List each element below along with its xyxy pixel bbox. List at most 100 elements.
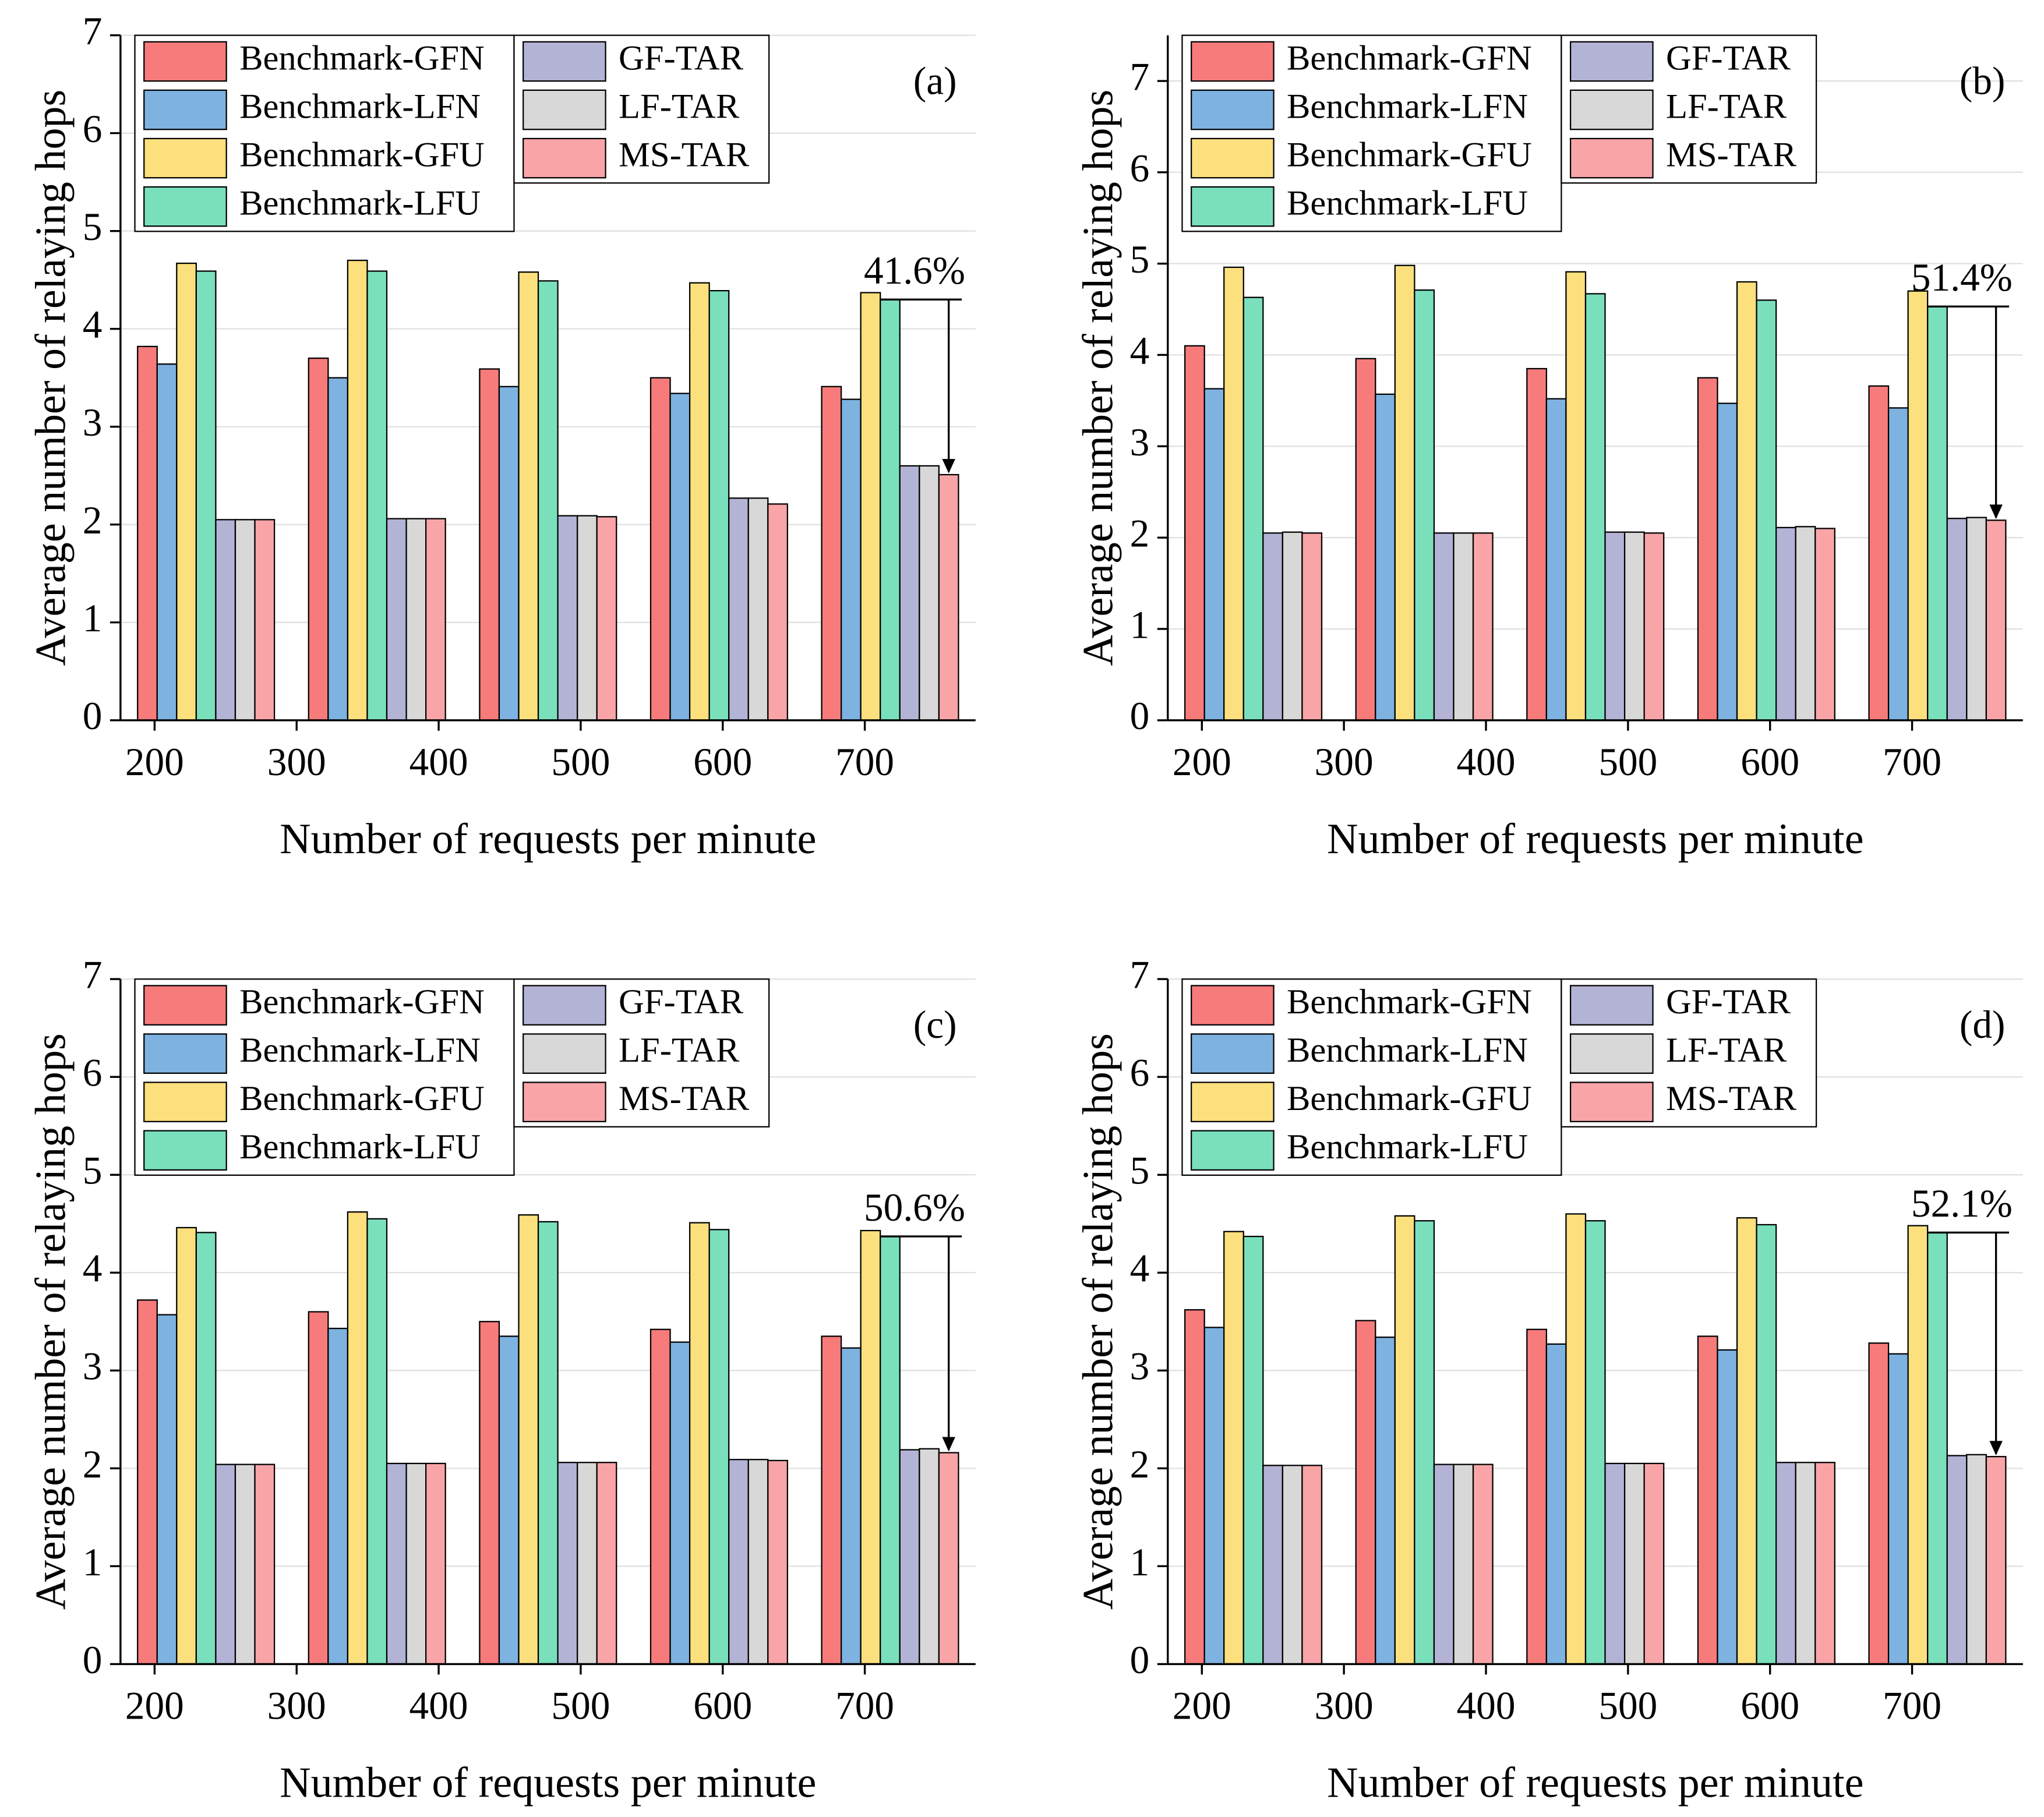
bar xyxy=(479,1321,500,1665)
chart-panel: 0 1 2 3 4 5 6 7 200 300 400 500 600 700 Number of requ… xyxy=(27,953,976,1807)
legend-label: Benchmark-GFN xyxy=(239,38,485,77)
chart-panel: 0 1 2 3 4 5 6 7 200 300 400 500 600 700 Number of requ… xyxy=(27,9,976,863)
bar xyxy=(518,1214,539,1665)
bar xyxy=(1946,1455,1968,1665)
legend-swatch xyxy=(143,1033,227,1074)
bar xyxy=(1565,1213,1587,1665)
bar xyxy=(1643,1462,1665,1665)
bar xyxy=(347,259,368,721)
legend-label: Benchmark-LFN xyxy=(1287,87,1528,126)
bar xyxy=(860,292,881,721)
bar xyxy=(899,1449,920,1665)
legend-label: Benchmark-GFU xyxy=(1287,1079,1532,1118)
bar xyxy=(498,1335,520,1665)
x-axis-title: Number of requests per minute xyxy=(1327,815,1863,863)
bar xyxy=(308,357,329,721)
bar xyxy=(1697,377,1718,721)
bar xyxy=(1223,1231,1244,1665)
y-tick-label: 0 xyxy=(1130,1638,1150,1682)
legend-swatch xyxy=(1191,1130,1275,1171)
bar xyxy=(1282,531,1303,721)
bar xyxy=(1946,518,1968,721)
legend-swatch xyxy=(1191,41,1275,82)
bar xyxy=(1526,1328,1547,1665)
bar xyxy=(1355,358,1376,721)
y-tick-label: 5 xyxy=(1130,1149,1150,1193)
x-tick-label: 200 xyxy=(1173,740,1231,784)
bar xyxy=(1927,1232,1948,1665)
x-tick-label: 300 xyxy=(267,1684,326,1727)
bar xyxy=(577,1462,598,1665)
y-axis-title: Average number of relaying hops xyxy=(1075,90,1122,666)
legend-swatch xyxy=(143,41,227,82)
legend-label: MS-TAR xyxy=(619,136,750,175)
legend-label: GF-TAR xyxy=(619,38,744,77)
bar xyxy=(1717,402,1738,721)
legend-swatch xyxy=(1191,137,1275,179)
bar xyxy=(1414,1220,1435,1665)
legend-swatch xyxy=(143,1130,227,1171)
bar xyxy=(557,515,578,721)
bar xyxy=(1301,1465,1323,1665)
bar xyxy=(1775,526,1796,721)
y-tick-label: 2 xyxy=(1130,512,1150,556)
bar xyxy=(1623,1462,1645,1665)
legend-label: GF-TAR xyxy=(619,982,744,1021)
y-tick-label: 2 xyxy=(83,499,103,542)
x-tick-label: 500 xyxy=(1598,740,1657,784)
y-tick-label: 0 xyxy=(83,694,103,738)
legend-label: Benchmark-GFU xyxy=(1287,136,1532,175)
y-tick-label: 5 xyxy=(1130,238,1150,281)
bar xyxy=(1584,1220,1606,1665)
bar xyxy=(1433,1464,1455,1665)
bar xyxy=(327,377,349,721)
arrow-head xyxy=(942,459,955,473)
legend-swatch xyxy=(1569,1033,1654,1074)
y-tick-label: 1 xyxy=(83,596,103,640)
bar xyxy=(1223,266,1244,721)
legend-label: Benchmark-LFN xyxy=(1287,1031,1528,1070)
legend-label: GF-TAR xyxy=(1666,982,1791,1021)
x-tick-label: 700 xyxy=(1883,740,1941,784)
bar xyxy=(728,497,749,721)
bar xyxy=(1203,388,1225,721)
bar xyxy=(1795,1462,1816,1665)
bar xyxy=(386,518,407,721)
bar xyxy=(425,518,446,721)
legend-swatch xyxy=(143,1081,227,1122)
y-tick-label: 5 xyxy=(83,1149,103,1193)
bar xyxy=(557,1462,578,1665)
x-tick-label: 600 xyxy=(693,740,752,784)
bar xyxy=(1927,306,1948,721)
bar xyxy=(137,345,158,721)
bar xyxy=(767,503,788,721)
bar xyxy=(308,1311,329,1665)
chart-panel: 0 1 2 3 4 5 6 7 200 300 400 500 600 700 Number of requ… xyxy=(1075,953,2023,1807)
bar xyxy=(1868,385,1890,721)
bar xyxy=(386,1462,407,1665)
x-tick-label: 500 xyxy=(551,1684,610,1727)
legend-swatch xyxy=(523,1081,606,1122)
bar xyxy=(1242,1235,1264,1665)
bar xyxy=(689,1222,710,1665)
bar xyxy=(479,368,500,721)
bar xyxy=(1545,398,1567,721)
y-tick-label: 7 xyxy=(83,953,103,997)
bar xyxy=(1756,299,1777,721)
bar xyxy=(1184,1309,1205,1665)
bar xyxy=(1394,1215,1415,1665)
bar xyxy=(1643,532,1665,721)
x-tick-label: 200 xyxy=(125,740,184,784)
bar xyxy=(596,1462,617,1665)
y-tick-label: 1 xyxy=(1130,1540,1150,1584)
legend-label: LF-TAR xyxy=(1666,87,1787,126)
bar xyxy=(1375,393,1396,721)
bar xyxy=(1394,264,1415,721)
legend-swatch xyxy=(1191,186,1275,227)
x-tick-label: 500 xyxy=(1598,1684,1657,1727)
legend-swatch xyxy=(1569,41,1654,82)
y-tick-label: 3 xyxy=(83,1345,103,1388)
x-tick-label: 300 xyxy=(1315,740,1374,784)
bar xyxy=(1717,1349,1738,1665)
x-tick-label: 600 xyxy=(1741,740,1799,784)
